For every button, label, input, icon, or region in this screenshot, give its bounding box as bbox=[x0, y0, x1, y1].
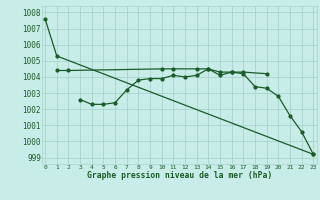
X-axis label: Graphe pression niveau de la mer (hPa): Graphe pression niveau de la mer (hPa) bbox=[87, 171, 272, 180]
